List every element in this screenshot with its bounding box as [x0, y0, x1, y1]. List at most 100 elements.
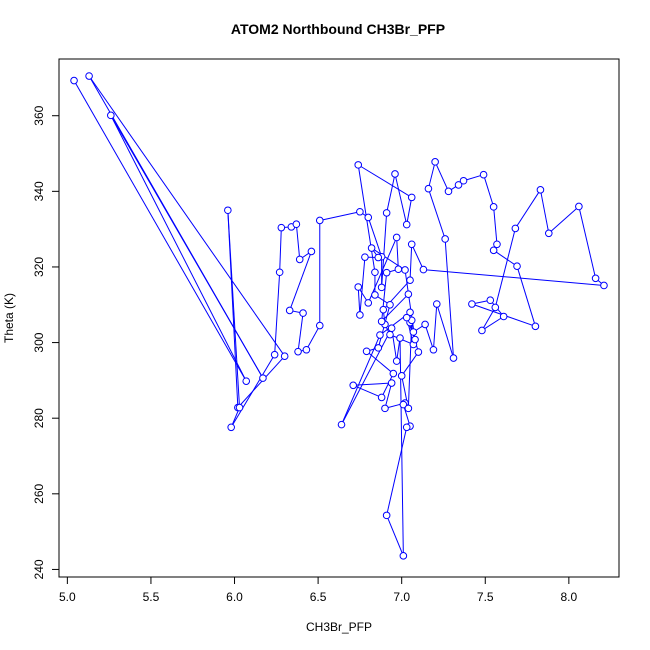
data-point	[479, 170, 488, 179]
data-point	[394, 265, 403, 274]
series-line-segment	[424, 324, 434, 350]
data-point	[354, 283, 363, 291]
data-point	[396, 334, 404, 342]
data-point	[292, 220, 301, 229]
data-point	[371, 291, 379, 299]
series-line-segment	[359, 257, 366, 316]
data-point	[377, 393, 386, 402]
series-line-segment	[483, 174, 495, 207]
x-tick-label: 8.0	[561, 590, 578, 604]
series-line-segment	[341, 327, 393, 425]
data-point	[367, 244, 376, 252]
y-tick-label: 360	[32, 105, 46, 125]
series-line-segment	[427, 188, 446, 240]
series-line-segment	[366, 350, 394, 374]
series-line-segment	[432, 303, 438, 350]
data-point	[459, 176, 468, 185]
series-line-segment	[305, 325, 321, 351]
data-point	[399, 552, 408, 560]
data-point	[402, 220, 411, 229]
series-line-segment	[493, 249, 518, 267]
series-line-segment	[436, 303, 454, 359]
series-line-segment	[406, 197, 413, 225]
data-point	[468, 300, 476, 308]
series-line-segment	[357, 164, 412, 198]
x-tick-label: 5.5	[143, 590, 160, 604]
series-line-segment	[409, 244, 413, 281]
data-point	[402, 423, 411, 432]
data-point	[399, 400, 408, 409]
data-point	[431, 158, 439, 166]
series-line-segment	[493, 206, 498, 245]
data-point	[356, 207, 364, 216]
series-line-segment	[341, 334, 381, 425]
series-line-segment	[399, 338, 404, 556]
series-line-segment	[88, 75, 286, 357]
data-point	[432, 300, 441, 308]
data-point	[354, 161, 363, 169]
data-point	[491, 303, 500, 312]
y-axis: 240 260 280 300 320 340 360	[32, 105, 60, 579]
series-line-segment	[396, 237, 399, 270]
data-point	[391, 170, 399, 178]
data-point	[421, 320, 429, 329]
series-line-segment	[394, 173, 408, 225]
data-point	[362, 347, 371, 356]
data-point	[544, 229, 553, 238]
series-line-segment	[381, 373, 394, 398]
series-line-segment	[427, 161, 436, 189]
data-point	[299, 309, 307, 317]
data-point	[486, 296, 495, 305]
data-point	[575, 202, 583, 211]
series-line-segment	[274, 272, 281, 355]
data-point	[387, 324, 396, 333]
series-line-segment	[230, 354, 276, 428]
series-line-segment	[384, 382, 393, 409]
data-point	[235, 403, 244, 412]
data-point	[386, 330, 394, 339]
data-point	[295, 255, 304, 264]
series-line-segment	[237, 355, 286, 408]
data-point	[382, 511, 391, 520]
x-axis: 5.0 5.5 6.0 6.5 7.0 7.5 8.0	[59, 576, 578, 604]
data-point	[85, 72, 93, 80]
data-point	[285, 306, 294, 315]
series-line-segment	[357, 286, 361, 316]
series-line-segment	[434, 161, 449, 192]
series-line-segment	[514, 189, 541, 229]
chart-title: ATOM2 Northbound CH3Br_PFP	[231, 21, 445, 37]
data-point	[392, 233, 401, 242]
data-point	[419, 265, 428, 274]
data-point	[374, 344, 383, 352]
data-point	[275, 268, 284, 277]
y-tick-label: 320	[32, 257, 46, 277]
data-point	[404, 404, 413, 413]
data-point	[407, 240, 416, 249]
x-tick-label: 5.0	[59, 590, 76, 604]
data-point	[401, 266, 409, 274]
data-point	[381, 404, 389, 413]
series-line-segment	[381, 212, 388, 288]
data-point	[513, 262, 521, 271]
data-point	[406, 276, 414, 284]
data-point	[531, 322, 540, 331]
data-point	[382, 209, 391, 217]
plot-area-frame	[58, 58, 620, 578]
data-point	[356, 311, 364, 319]
data-point	[224, 206, 232, 215]
data-point	[397, 372, 406, 380]
series-line-segment	[481, 307, 496, 331]
data-point	[361, 253, 369, 261]
data-point	[302, 345, 311, 354]
data-point	[489, 203, 498, 211]
data-point	[591, 274, 600, 283]
y-tick-label: 300	[32, 332, 46, 352]
series-line-segment	[295, 224, 301, 260]
data-point	[70, 76, 78, 85]
data-point	[315, 216, 324, 225]
data-point	[374, 253, 383, 262]
data-point	[227, 423, 235, 432]
series-line-segment	[289, 251, 312, 311]
data-point	[449, 354, 458, 362]
x-tick-label: 6.5	[310, 590, 327, 604]
